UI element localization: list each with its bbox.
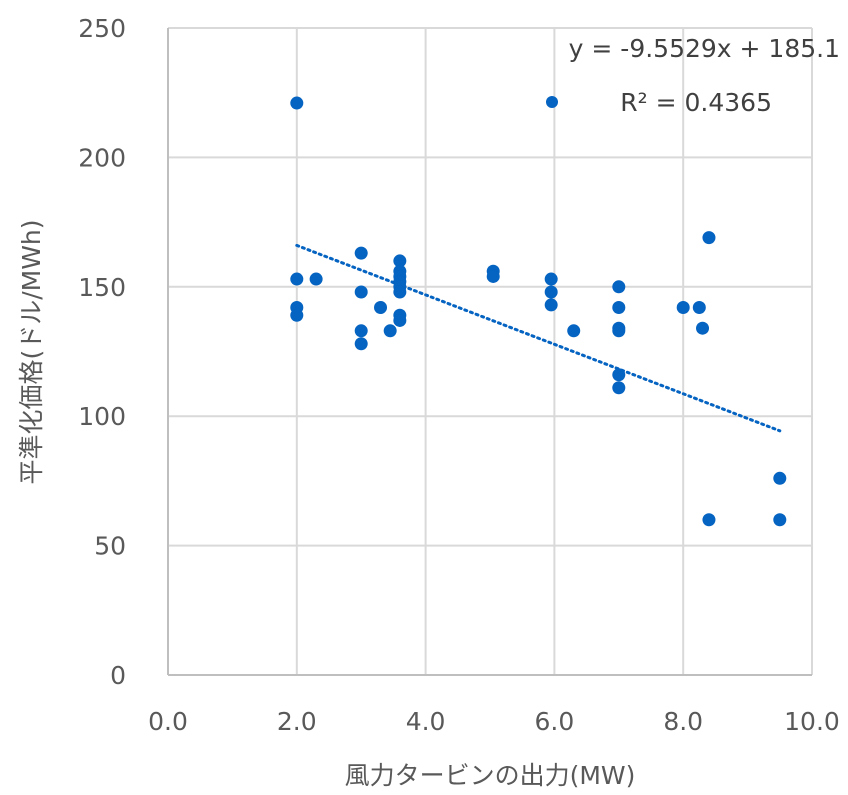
data-point bbox=[393, 313, 407, 327]
data-point bbox=[696, 321, 710, 335]
x-tick-label: 0.0 bbox=[148, 707, 188, 736]
x-tick-label: 8.0 bbox=[663, 707, 703, 736]
r-squared-label: R² = 0.4365 bbox=[620, 88, 772, 117]
data-point bbox=[702, 231, 716, 245]
data-points bbox=[290, 96, 787, 527]
data-point bbox=[612, 368, 626, 382]
data-point bbox=[393, 285, 407, 299]
y-axis-tick-labels: 0 50 100 150 200 250 bbox=[78, 14, 126, 690]
y-tick-label: 50 bbox=[94, 532, 126, 561]
data-point bbox=[354, 285, 368, 299]
data-point bbox=[544, 272, 558, 286]
data-point bbox=[290, 272, 304, 286]
data-point bbox=[374, 301, 388, 315]
data-point bbox=[612, 324, 626, 338]
data-point bbox=[393, 254, 407, 268]
data-point bbox=[354, 324, 368, 338]
data-point bbox=[290, 96, 304, 110]
x-tick-label: 10.0 bbox=[784, 707, 840, 736]
data-point bbox=[612, 381, 626, 395]
y-tick-label: 100 bbox=[78, 402, 126, 431]
data-point bbox=[567, 324, 581, 338]
x-axis-title: 風力タービンの出力(MW) bbox=[345, 761, 636, 790]
y-axis-title: 平準化価格(ドル/MWh) bbox=[17, 219, 46, 484]
grid-lines bbox=[168, 27, 813, 675]
data-point bbox=[773, 513, 787, 527]
x-tick-label: 2.0 bbox=[277, 707, 317, 736]
x-tick-label: 6.0 bbox=[535, 707, 575, 736]
trendline-equation: y = -9.5529x + 185.1 bbox=[569, 34, 840, 63]
y-tick-label: 0 bbox=[110, 661, 126, 690]
data-point bbox=[612, 280, 626, 294]
data-point bbox=[773, 471, 787, 485]
data-point bbox=[290, 308, 304, 322]
trendline bbox=[295, 243, 782, 433]
data-point bbox=[702, 513, 716, 527]
axes bbox=[167, 28, 812, 676]
trendline-layer bbox=[295, 243, 782, 433]
y-tick-label: 200 bbox=[78, 143, 126, 172]
x-axis-tick-labels: 0.0 2.0 4.0 6.0 8.0 10.0 bbox=[148, 707, 840, 736]
data-point bbox=[612, 301, 626, 315]
data-point bbox=[676, 301, 690, 315]
legend-marker bbox=[546, 96, 558, 108]
data-point bbox=[486, 269, 500, 283]
y-tick-label: 250 bbox=[78, 14, 126, 43]
data-point bbox=[354, 246, 368, 260]
data-point bbox=[692, 301, 706, 315]
data-point bbox=[309, 272, 323, 286]
data-point bbox=[544, 285, 558, 299]
data-point bbox=[354, 337, 368, 351]
data-point bbox=[544, 298, 558, 312]
data-point bbox=[383, 324, 397, 338]
x-tick-label: 4.0 bbox=[406, 707, 446, 736]
y-tick-label: 150 bbox=[78, 273, 126, 302]
